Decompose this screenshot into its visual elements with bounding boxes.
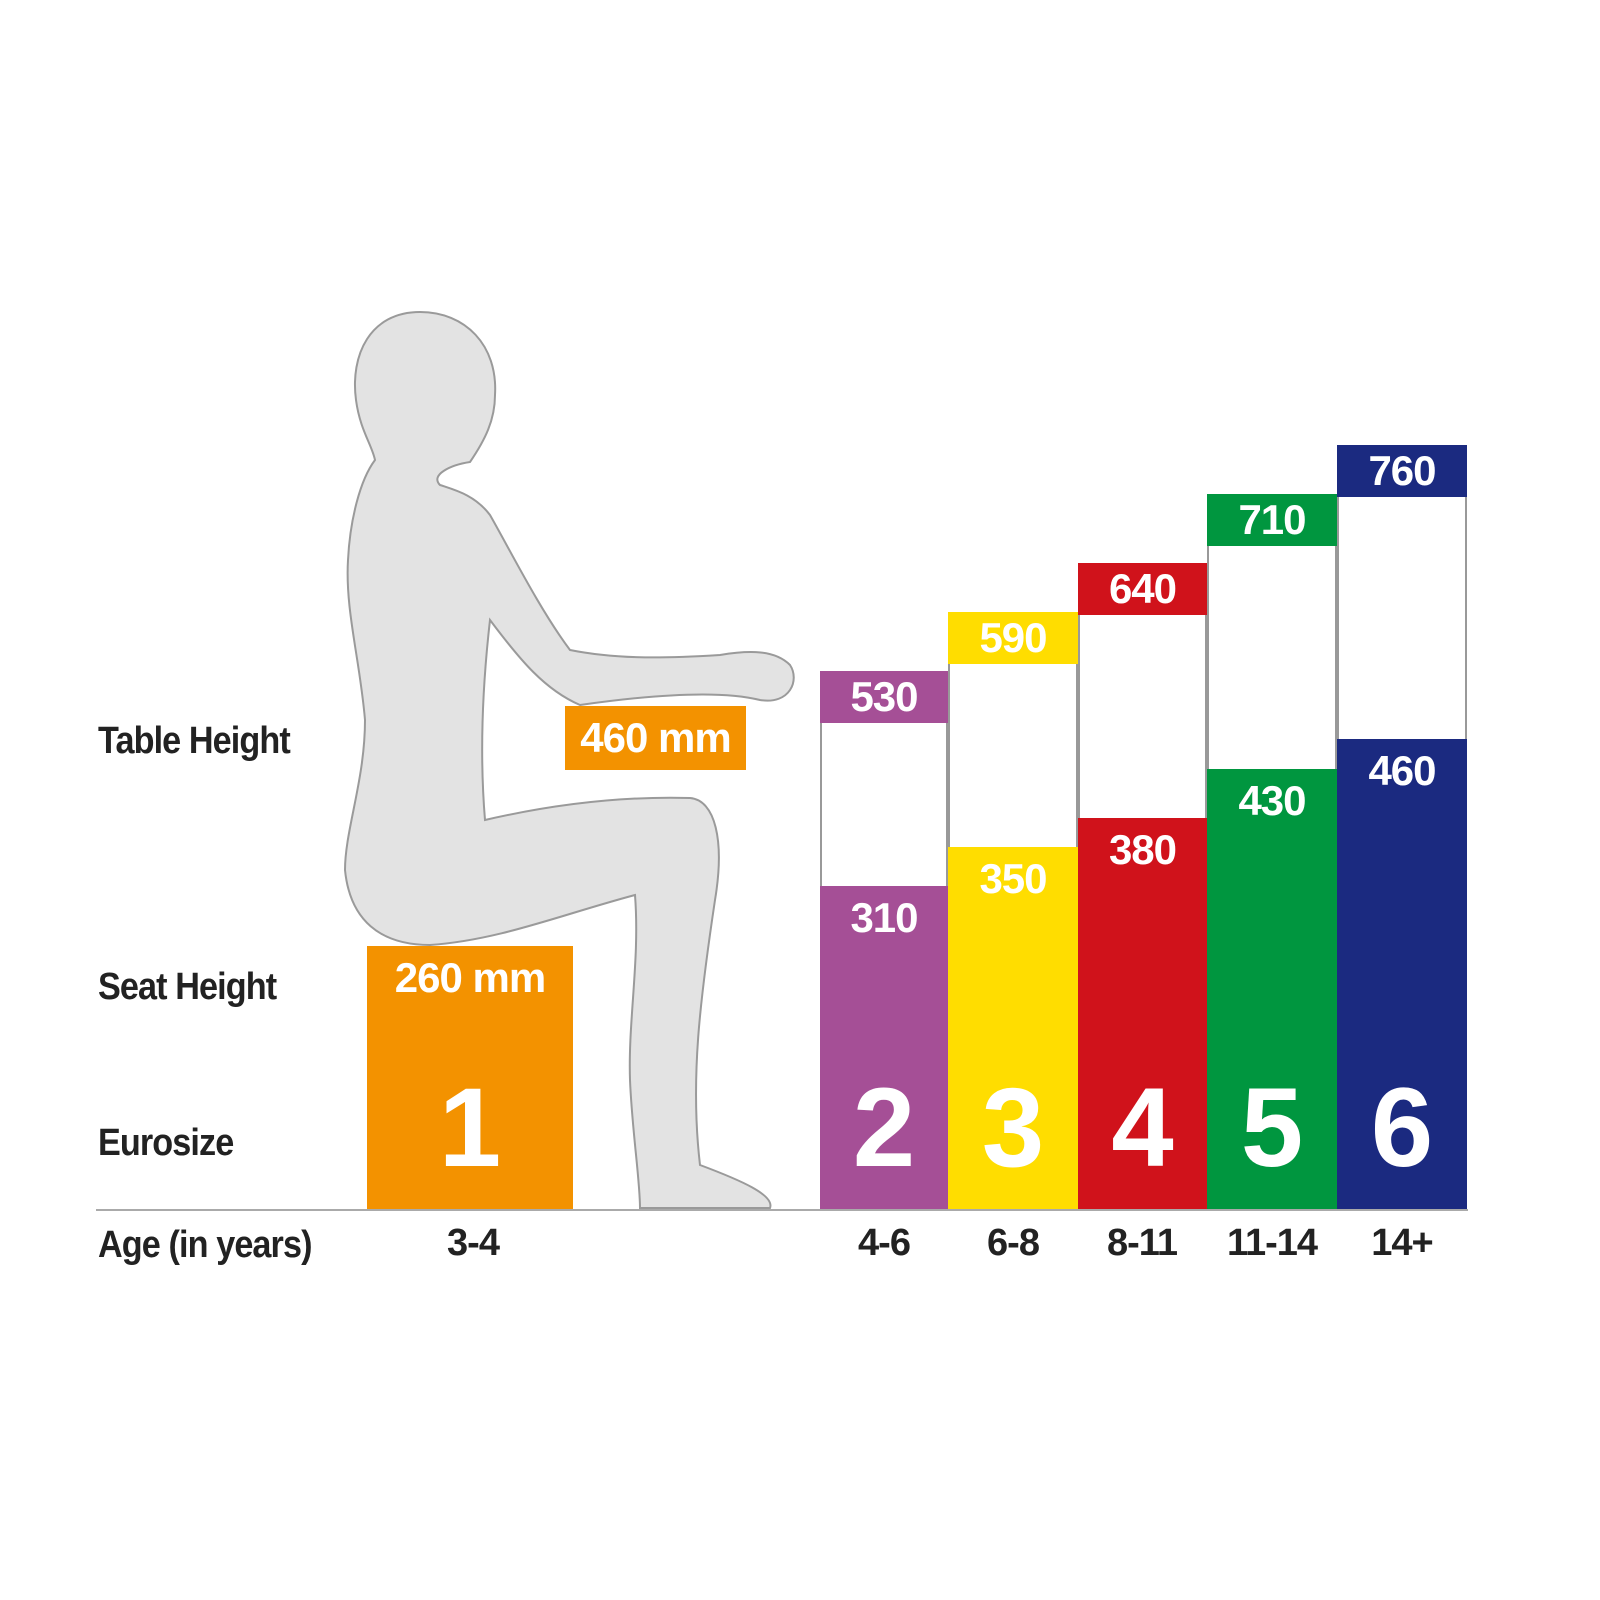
seat-height-label: Seat Height (98, 966, 277, 1008)
seat-height-value: 430 (1238, 776, 1306, 824)
table-height-mark-5: 710 (1207, 494, 1337, 547)
eurosize-number: 4 (1111, 1064, 1174, 1190)
age-range-1: 3-4 (447, 1222, 500, 1264)
seat-height-value: 310 (850, 894, 918, 942)
eurosize-number: 3 (981, 1065, 1045, 1190)
seat-height-value: 260 mm (394, 954, 546, 1001)
table-height-mark-2: 530 (820, 670, 948, 723)
age-range-5: 11-14 (1226, 1222, 1318, 1264)
age-label: Age (in years) (98, 1224, 312, 1266)
eurosize-number: 2 (852, 1064, 916, 1190)
eurosize-label: Eurosize (98, 1122, 234, 1164)
seat-bar-3: 350 3 (948, 847, 1078, 1210)
seat-height-value: 350 (979, 855, 1047, 902)
table-height-mark-4: 640 (1078, 562, 1207, 615)
seat-bar-2: 310 2 (820, 886, 948, 1210)
table-height-label: Table Height (98, 720, 291, 762)
eurosize-number: 6 (1370, 1064, 1434, 1190)
seat-bar-5: 430 5 (1207, 768, 1337, 1210)
seat-height-value: 380 (1108, 825, 1177, 873)
seat-height-value: 460 (1368, 747, 1436, 795)
age-range-6: 14+ (1371, 1222, 1433, 1264)
age-range-3: 6-8 (987, 1222, 1040, 1264)
seat-bar-1: 260 mm 1 (367, 946, 573, 1210)
table-height-mark-6: 760 (1337, 445, 1467, 498)
seat-bar-6: 460 6 (1337, 739, 1467, 1210)
table-height-mark-3: 590 (948, 611, 1078, 664)
eurosize-number: 5 (1240, 1064, 1304, 1190)
size-1-table-height: 460 mm (565, 706, 746, 770)
eurosize-number: 1 (438, 1065, 502, 1190)
baseline (96, 1209, 1468, 1211)
age-range-2: 4-6 (858, 1222, 911, 1264)
seat-bar-4: 380 4 (1078, 817, 1207, 1210)
age-range-4: 8-11 (1107, 1222, 1178, 1264)
